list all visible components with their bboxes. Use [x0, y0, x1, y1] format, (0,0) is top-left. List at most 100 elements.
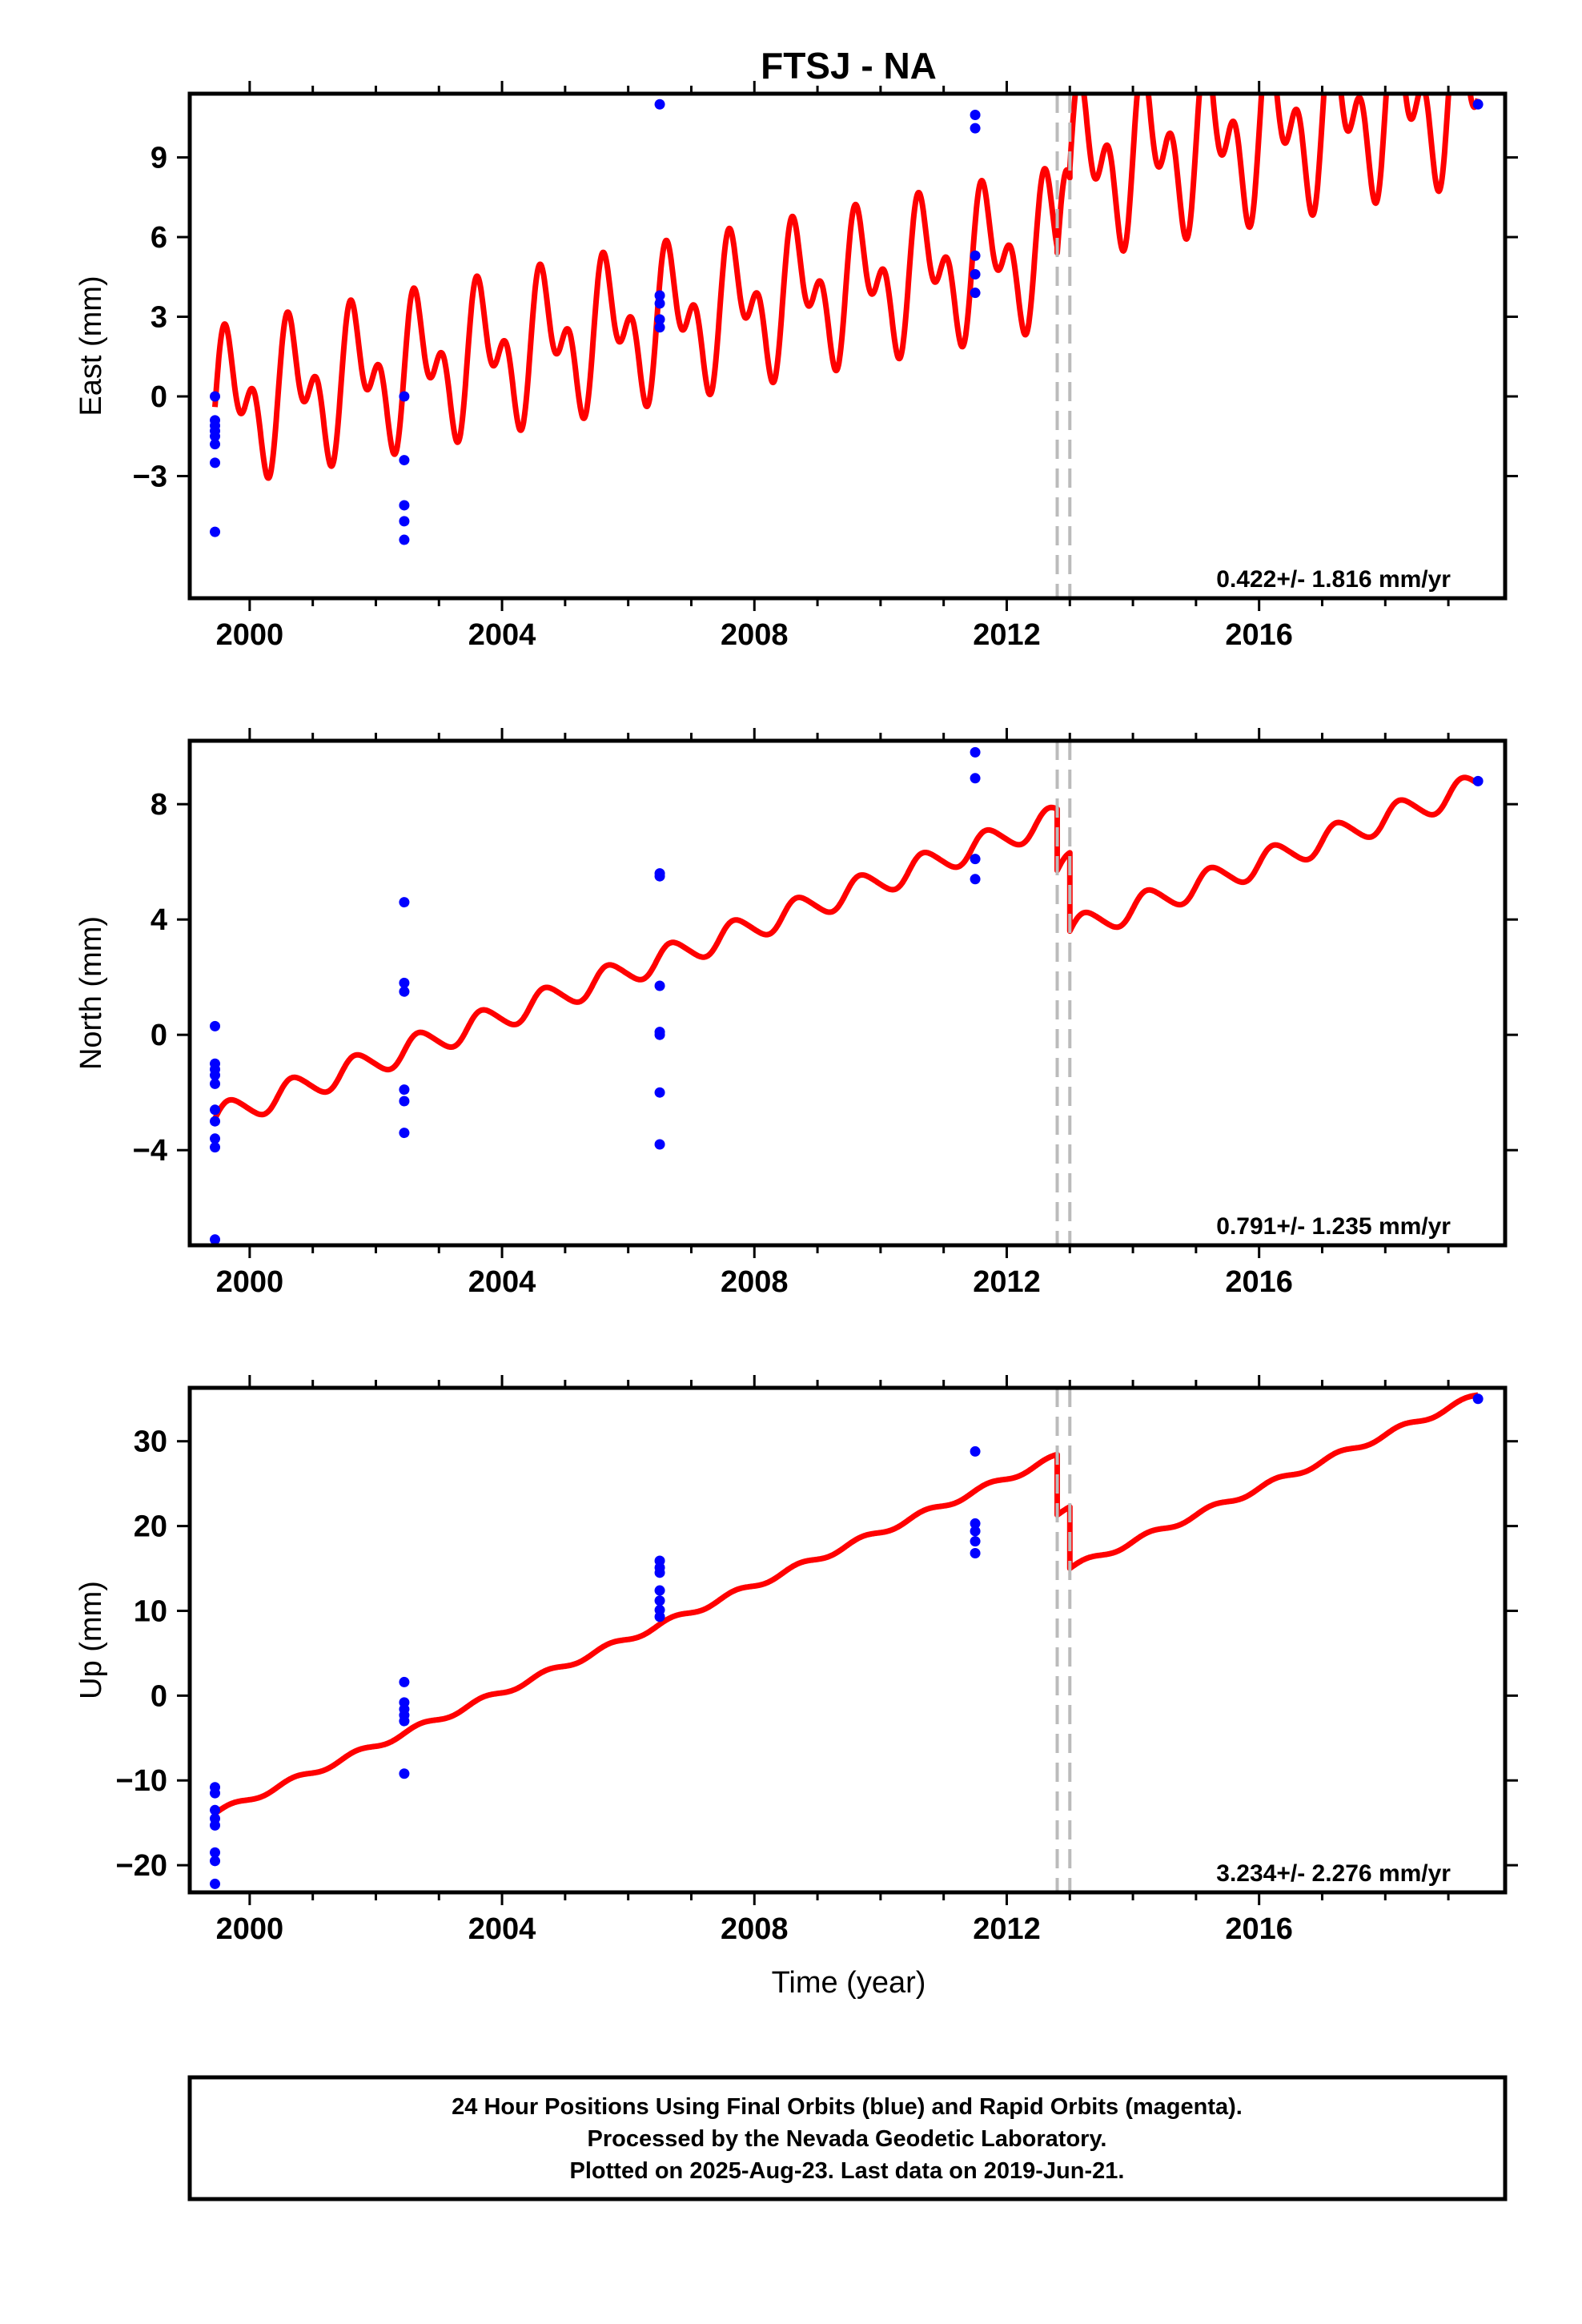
data-point [970, 1526, 981, 1537]
y-tick-label: 9 [151, 142, 167, 175]
y-tick-label: 20 [134, 1510, 167, 1544]
x-tick-label: 2012 [973, 618, 1041, 652]
data-point [654, 290, 665, 301]
velocity-label: 0.422+/- 1.816 mm/yr [1216, 566, 1451, 593]
x-tick-label: 2004 [468, 618, 536, 652]
model-series-line [212, 1392, 1480, 1816]
data-point [210, 526, 221, 537]
plot-frame [187, 91, 1508, 601]
y-axis-label: Up (mm) [74, 1581, 108, 1699]
plot-frame [187, 1385, 1508, 1895]
y-tick-label: 3 [151, 301, 167, 335]
data-point [654, 99, 665, 110]
east-panel: East (mm) 2000 2004 2008 2012 2016 −3 0 3 6 9 0.422… [74, 81, 1518, 652]
data-point [399, 500, 410, 511]
y-axis-label: East (mm) [74, 275, 108, 416]
data-point [970, 287, 981, 299]
data-point [399, 897, 410, 908]
north-panel: North (mm) 2000 2004 2008 2012 2016 −4 0 4 8 0.791… [74, 728, 1518, 1299]
data-point [1472, 99, 1484, 110]
footer-line-2: Processed by the Nevada Geodetic Laborat… [588, 2126, 1107, 2152]
data-point [399, 455, 410, 466]
y-axis-label: North (mm) [74, 916, 108, 1070]
x-tick-label: 2004 [468, 1912, 536, 1946]
plot-frame [187, 738, 1508, 1248]
data-point [970, 1547, 981, 1558]
y-tick-label: −20 [116, 1849, 167, 1883]
data-point [210, 1116, 221, 1127]
data-point [654, 322, 665, 333]
data-point [970, 250, 981, 261]
data-point [210, 1804, 221, 1815]
y-tick-label: −3 [133, 460, 167, 493]
data-point [210, 431, 221, 442]
data-point [399, 1128, 410, 1139]
model-series-line [212, 774, 1480, 1120]
data-point [399, 534, 410, 545]
data-point [654, 298, 665, 309]
data-point [210, 439, 221, 450]
data-point [970, 1445, 981, 1457]
x-tick-label: 2016 [1225, 1265, 1293, 1299]
data-point [970, 1518, 981, 1529]
x-tick-label: 2008 [721, 618, 789, 652]
data-point [970, 874, 981, 885]
data-point [210, 1819, 221, 1831]
data-point [399, 1768, 410, 1779]
data-point [654, 1595, 665, 1606]
data-point [1472, 1393, 1484, 1405]
data-point [210, 391, 221, 402]
data-point [399, 516, 410, 527]
data-point [399, 1084, 410, 1096]
data-point [654, 1029, 665, 1040]
data-point [399, 391, 410, 402]
y-tick-label: 6 [151, 221, 167, 255]
footer-box: 24 Hour Positions Using Final Orbits (bl… [187, 2075, 1508, 2201]
data-point [210, 1020, 221, 1031]
data-point [210, 1070, 221, 1081]
x-tick-label: 2008 [721, 1912, 789, 1946]
data-point [210, 1878, 221, 1889]
x-axis-label: Time (year) [772, 1966, 926, 2000]
data-point [210, 1142, 221, 1153]
data-point [399, 1715, 410, 1727]
data-point [210, 1787, 221, 1799]
data-point [210, 1847, 221, 1858]
y-tick-label: 4 [151, 903, 167, 937]
x-tick-label: 2000 [216, 1912, 284, 1946]
data-point [970, 773, 981, 784]
x-tick-label: 2008 [721, 1265, 789, 1299]
data-point [399, 1096, 410, 1107]
y-tick-label: 8 [151, 788, 167, 822]
x-tick-label: 2004 [468, 1265, 536, 1299]
up-panel: Up (mm) 2000 2004 2008 2012 2016 −20 −10 0 10 20 30… [74, 1375, 1518, 1946]
x-tick-label: 2016 [1225, 1912, 1293, 1946]
y-tick-label: 0 [151, 1019, 167, 1052]
data-point [970, 123, 981, 134]
data-point [399, 977, 410, 988]
y-tick-label: −10 [116, 1764, 167, 1798]
data-point [654, 1585, 665, 1596]
y-tick-label: −4 [133, 1134, 167, 1168]
data-point [210, 1104, 221, 1116]
footer-line-1: 24 Hour Positions Using Final Orbits (bl… [452, 2094, 1243, 2120]
data-point [210, 1234, 221, 1245]
y-tick-label: 0 [151, 1679, 167, 1713]
data-point [970, 854, 981, 865]
data-point [970, 746, 981, 758]
data-point [210, 1133, 221, 1144]
data-point [399, 986, 410, 997]
x-tick-label: 2012 [973, 1912, 1041, 1946]
model-series-line [212, 94, 1481, 481]
y-tick-label: 30 [134, 1425, 167, 1459]
velocity-label: 3.234+/- 2.276 mm/yr [1216, 1860, 1451, 1887]
data-point [654, 1567, 665, 1578]
data-point [654, 1611, 665, 1622]
x-tick-label: 2016 [1225, 618, 1293, 652]
data-point [210, 457, 221, 468]
chart-title: FTSJ - NA [761, 45, 937, 86]
y-tick-label: 10 [134, 1594, 167, 1628]
data-point [654, 980, 665, 991]
data-point [654, 870, 665, 882]
